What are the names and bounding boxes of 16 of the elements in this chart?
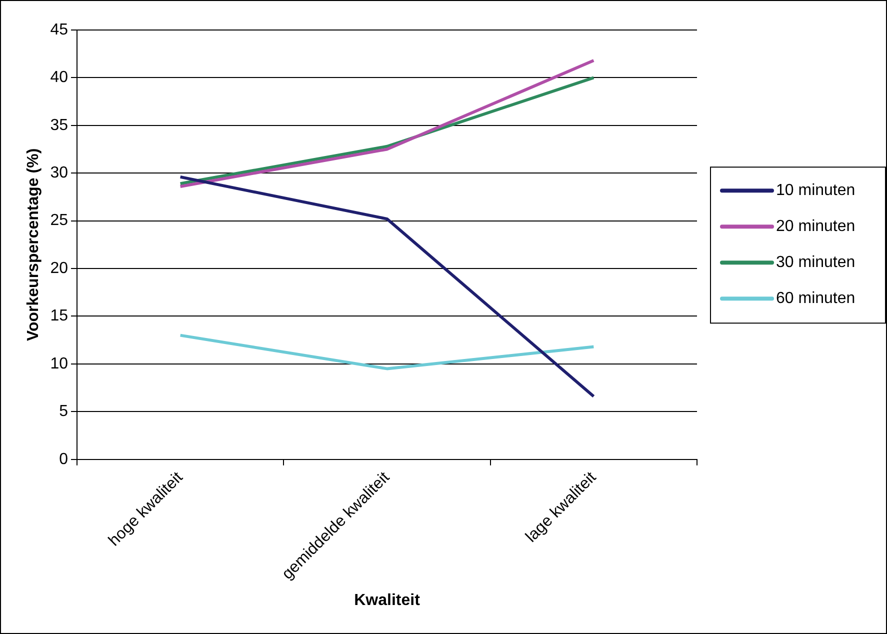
y-tick-label: 45 xyxy=(50,21,68,38)
y-axis-title: Voorkeurspercentage (%) xyxy=(25,148,42,341)
y-tick-label: 0 xyxy=(59,450,68,468)
legend-label: 60 minuten xyxy=(776,290,856,308)
legend-label: 10 minuten xyxy=(776,182,856,200)
legend-label: 20 minuten xyxy=(776,218,856,236)
y-tick-label: 25 xyxy=(50,212,68,230)
x-axis-title: Kwaliteit xyxy=(354,592,421,609)
legend-label: 30 minuten xyxy=(776,254,856,272)
y-tick-label: 35 xyxy=(50,116,68,134)
y-tick-label: 20 xyxy=(50,260,68,277)
y-tick-label: 10 xyxy=(50,355,68,372)
y-tick-label: 30 xyxy=(50,164,68,182)
y-tick-label: 40 xyxy=(50,69,68,86)
y-tick-label: 15 xyxy=(50,308,68,325)
y-tick-label: 5 xyxy=(59,403,68,420)
